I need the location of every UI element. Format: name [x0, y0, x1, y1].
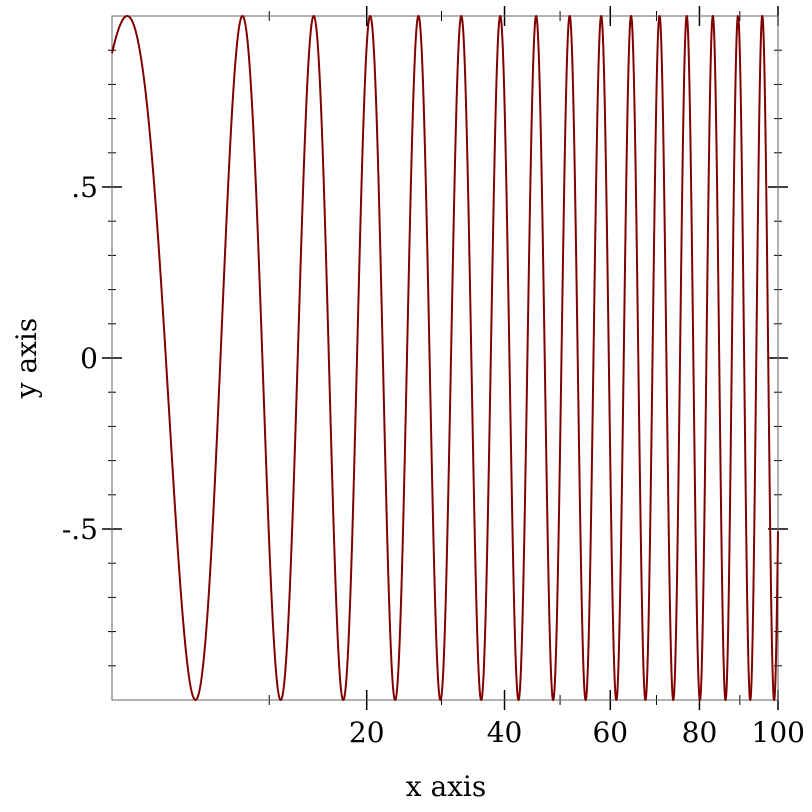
y-tick-label: .5	[71, 171, 98, 204]
x-tick-labels: 20 40 60 80 100	[349, 716, 805, 749]
x-tick-label: 20	[349, 716, 385, 749]
x-tick-label: 40	[487, 716, 523, 749]
x-axis-label: x axis	[406, 770, 487, 803]
x-tick-label: 100	[752, 716, 805, 749]
y-tick-label: -.5	[62, 513, 98, 546]
y-tick-labels: -.5 0 .5	[62, 171, 98, 546]
y-tick-label: 0	[80, 342, 98, 375]
y-axis-label: y axis	[10, 318, 43, 400]
series-line-sine	[111, 14, 779, 702]
x-tick-label: 60	[592, 716, 628, 749]
plot-frame	[111, 15, 779, 701]
x-tick-label: 80	[682, 716, 718, 749]
